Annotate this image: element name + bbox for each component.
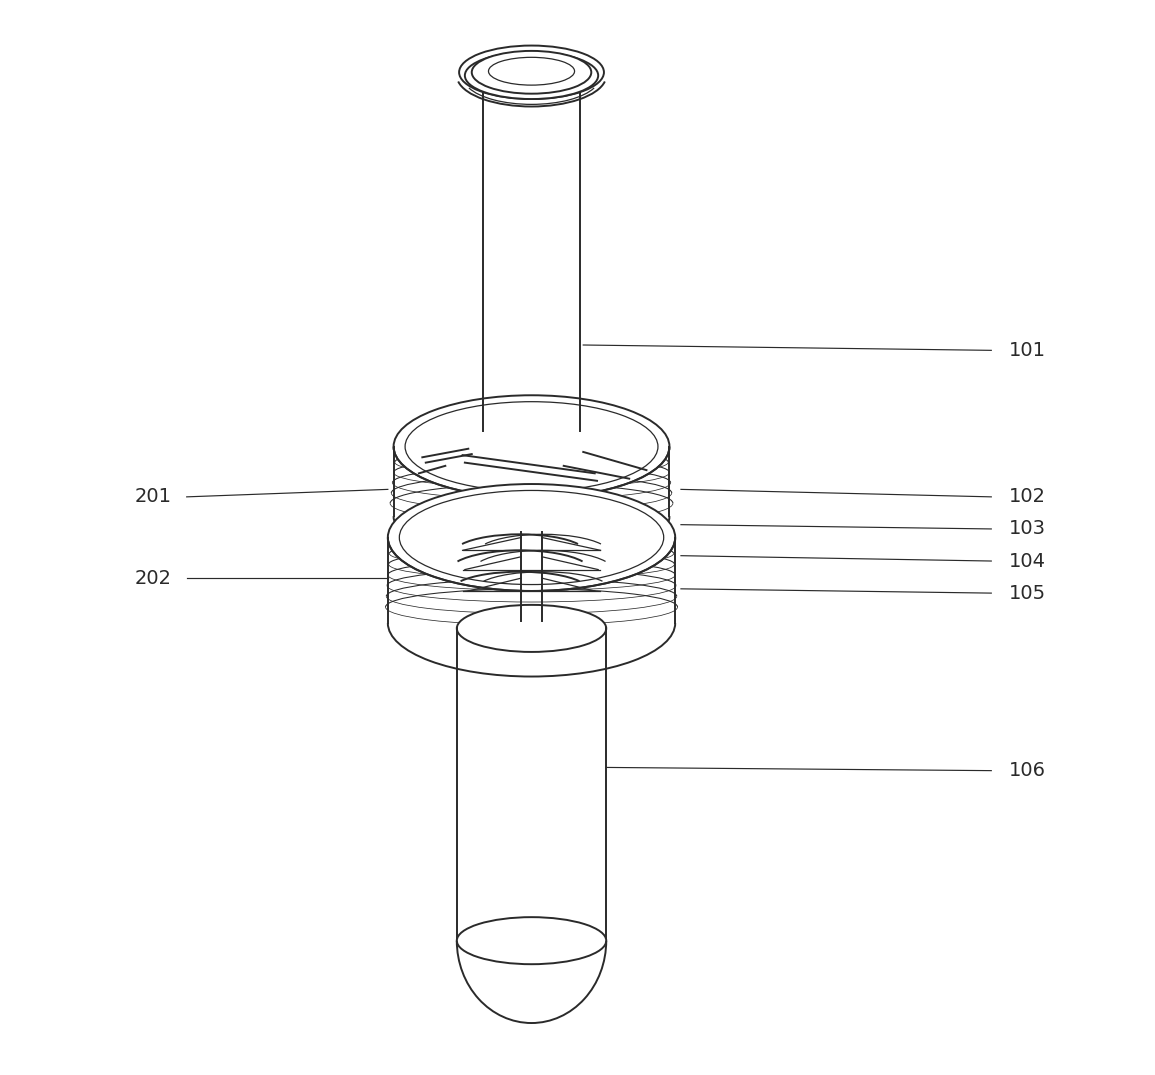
Ellipse shape [459,45,604,99]
Text: 101: 101 [1008,341,1045,360]
Text: 106: 106 [1008,761,1045,780]
Text: 202: 202 [135,569,172,588]
Ellipse shape [457,917,606,964]
Text: 103: 103 [1008,519,1045,539]
Ellipse shape [471,51,591,94]
Text: 102: 102 [1008,487,1045,506]
Ellipse shape [394,396,670,498]
Text: 104: 104 [1008,551,1045,571]
Ellipse shape [464,52,598,99]
Ellipse shape [388,484,676,591]
Text: 105: 105 [1008,584,1045,603]
Ellipse shape [457,605,606,651]
Text: 201: 201 [135,487,172,506]
